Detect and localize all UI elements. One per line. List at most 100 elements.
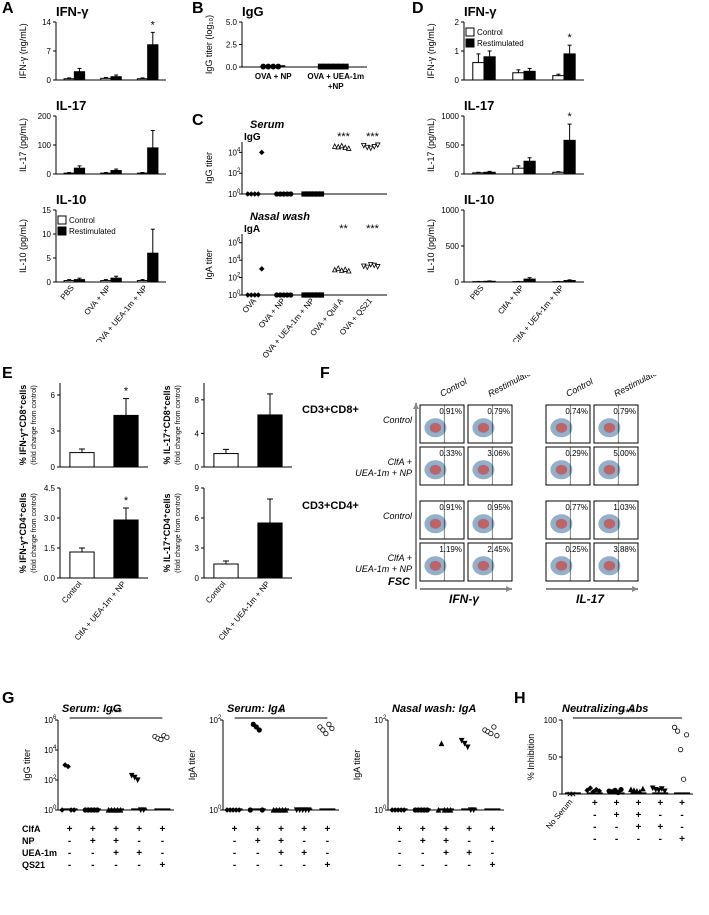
svg-text:-: -	[326, 836, 329, 847]
svg-text:***: ***	[366, 223, 380, 235]
svg-text:Control: Control	[564, 376, 595, 399]
svg-text:-: -	[491, 848, 494, 859]
svg-text:UEA-1m: UEA-1m	[22, 848, 57, 858]
svg-text:Control: Control	[383, 415, 413, 425]
svg-text:-: -	[279, 860, 282, 871]
svg-text:PBS: PBS	[468, 284, 485, 302]
svg-text:IgA titer: IgA titer	[204, 249, 214, 280]
svg-text:OVA + NP: OVA + NP	[82, 284, 112, 317]
svg-text:Nasal wash: IgA: Nasal wash: IgA	[392, 703, 476, 715]
svg-text:+: +	[90, 824, 96, 835]
svg-text:(fold change from control): (fold change from control)	[175, 493, 182, 573]
svg-text:500: 500	[446, 141, 460, 150]
panel-g-1: Serum: IgA100102IgA titer*	[185, 700, 345, 820]
svg-text:4.5: 4.5	[44, 484, 56, 493]
svg-text:Control: Control	[383, 511, 413, 521]
svg-text:-: -	[233, 836, 236, 847]
svg-text:-: -	[615, 834, 618, 845]
svg-text:OVA + NP: OVA + NP	[257, 297, 287, 330]
svg-text:+: +	[466, 848, 472, 859]
svg-text:0.77%: 0.77%	[565, 503, 588, 512]
svg-text:IgG titer: IgG titer	[204, 152, 214, 184]
svg-text:ClfA +: ClfA +	[388, 553, 412, 563]
svg-text:-: -	[593, 810, 596, 821]
svg-text:UEA-1m + NP: UEA-1m + NP	[355, 564, 412, 574]
svg-text:IgA titer: IgA titer	[187, 750, 197, 781]
svg-text:% Inhibition: % Inhibition	[526, 734, 536, 781]
svg-text:+: +	[679, 798, 685, 809]
svg-text:-: -	[680, 810, 683, 821]
svg-text:-: -	[637, 834, 640, 845]
svg-text:-: -	[91, 848, 94, 859]
svg-text:+: +	[592, 798, 598, 809]
svg-text:+: +	[301, 848, 307, 859]
svg-text:2.45%: 2.45%	[487, 545, 510, 554]
svg-text:-: -	[68, 860, 71, 871]
svg-text:*: *	[567, 32, 572, 44]
panel-c-serum: SerumIgG100102104IgG titer******	[200, 118, 395, 208]
panel-a-il17: IL-170100200IL-17 (pg/mL)	[14, 98, 174, 188]
svg-text:+: +	[614, 798, 620, 809]
svg-text:-: -	[68, 848, 71, 859]
svg-text:-: -	[138, 836, 141, 847]
panel-h: Neutralizing Abs050100% Inhibition***No …	[524, 700, 699, 880]
svg-text:3: 3	[195, 544, 200, 553]
svg-text:14: 14	[42, 18, 51, 27]
svg-text:Control: Control	[438, 376, 469, 399]
svg-text:1.19%: 1.19%	[439, 545, 462, 554]
svg-text:Serum: Serum	[250, 119, 284, 131]
svg-text:UEA-1m + NP: UEA-1m + NP	[355, 468, 412, 478]
svg-text:0: 0	[455, 278, 460, 287]
panel-e-0: 036% IFN-γ⁺CD8⁺cells(fold change from co…	[16, 375, 156, 475]
svg-text:+: +	[159, 824, 165, 835]
svg-text:+: +	[255, 824, 261, 835]
svg-text:IFN-γ: IFN-γ	[464, 4, 497, 19]
svg-text:+: +	[113, 824, 119, 835]
svg-text:-: -	[161, 836, 164, 847]
svg-text:0.79%: 0.79%	[613, 407, 636, 416]
svg-text:Restimulated: Restimulated	[69, 227, 116, 236]
svg-text:% IL-17⁺CD4⁺cells: % IL-17⁺CD4⁺cells	[162, 493, 172, 572]
svg-text:OVA: OVA	[241, 296, 259, 315]
svg-text:FSC: FSC	[388, 576, 411, 588]
svg-text:-: -	[398, 848, 401, 859]
panel-a-il10: IL-10051015IL-10 (pg/mL)PBSOVA + NPOVA +…	[14, 192, 174, 342]
svg-text:15: 15	[42, 206, 51, 215]
svg-text:-: -	[91, 860, 94, 871]
svg-text:0.91%: 0.91%	[439, 503, 462, 512]
svg-text:% IFN-γ⁺CD4⁺cells: % IFN-γ⁺CD4⁺cells	[18, 493, 28, 574]
svg-text:Control: Control	[60, 579, 84, 605]
svg-text:Neutralizing Abs: Neutralizing Abs	[562, 703, 648, 715]
svg-text:QS21: QS21	[22, 860, 45, 870]
svg-text:-: -	[233, 860, 236, 871]
svg-text:ClfA + UEA-1m + NP: ClfA + UEA-1m + NP	[217, 580, 272, 640]
svg-text:1: 1	[455, 47, 460, 56]
svg-text:9: 9	[195, 484, 200, 493]
svg-text:+: +	[255, 836, 261, 847]
svg-text:100: 100	[38, 141, 52, 150]
svg-text:+: +	[278, 848, 284, 859]
svg-text:IL-10: IL-10	[464, 192, 494, 207]
svg-text:500: 500	[446, 242, 460, 251]
svg-text:No Serum: No Serum	[544, 797, 574, 831]
panel-d-il10: IL-1005001000IL-10 (pg/mL)PBSClfA + NPCl…	[422, 192, 592, 342]
svg-text:0.0: 0.0	[44, 574, 56, 583]
svg-text:1.5: 1.5	[44, 544, 56, 553]
svg-text:***: ***	[110, 707, 124, 719]
svg-text:1000: 1000	[441, 112, 459, 121]
svg-text:IL-17 (pg/mL): IL-17 (pg/mL)	[18, 118, 28, 172]
svg-text:+: +	[657, 798, 663, 809]
panel-d-il17: IL-1705001000IL-17 (pg/mL)*	[422, 98, 592, 188]
svg-text:+: +	[420, 836, 426, 847]
svg-text:Restimulated: Restimulated	[486, 375, 538, 399]
svg-text:IFN-γ: IFN-γ	[449, 592, 480, 606]
svg-text:Control: Control	[204, 579, 228, 605]
svg-text:7: 7	[47, 47, 52, 56]
svg-text:8: 8	[195, 396, 200, 405]
svg-text:(fold change from control): (fold change from control)	[175, 385, 182, 465]
svg-text:3.06%: 3.06%	[487, 449, 510, 458]
svg-text:PBS: PBS	[59, 284, 76, 302]
svg-text:+: +	[679, 834, 685, 845]
svg-text:+: +	[635, 798, 641, 809]
svg-text:-: -	[161, 848, 164, 859]
